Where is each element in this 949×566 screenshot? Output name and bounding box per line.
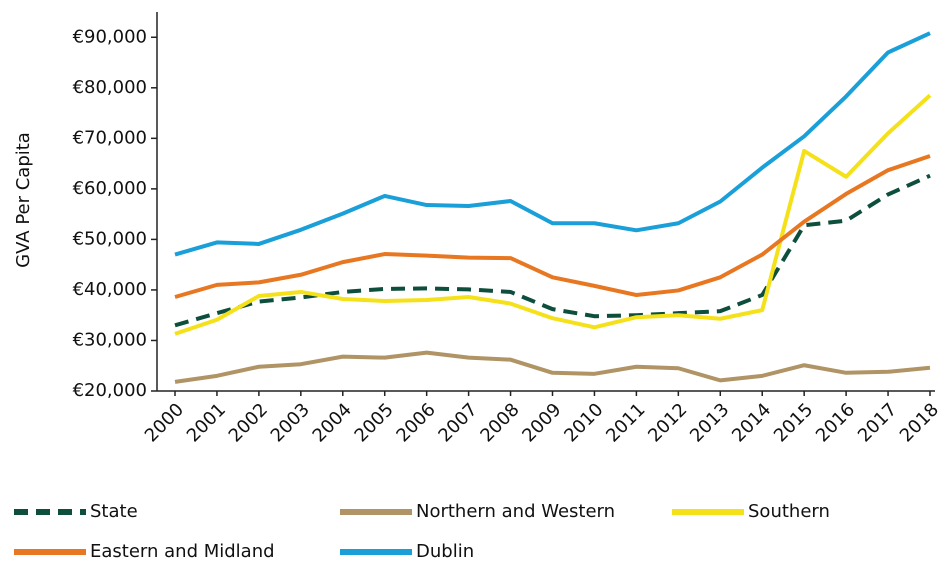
x-tick-label: 2001 [183,399,230,446]
x-tick-label: 2002 [225,399,272,446]
x-tick-label: 2004 [309,399,356,446]
x-tick-label: 2010 [560,399,607,446]
legend-label: State [90,501,138,522]
series-line [174,350,931,384]
y-tick-label: €30,000 [73,329,147,350]
y-tick-label: €40,000 [73,279,147,300]
x-tick-label: 2015 [770,399,817,446]
legend-label: Northern and Western [416,501,615,522]
x-tick-label: 2011 [602,399,649,446]
y-axis-title: GVA Per Capita [13,132,34,268]
x-tick-label: 2018 [896,399,943,446]
x-tick-label: 2003 [267,399,314,446]
x-tick-label: 2012 [644,399,691,446]
y-tick-label: €20,000 [73,380,147,401]
x-tick-label: 2014 [728,399,775,446]
y-tick-label: €50,000 [73,228,147,249]
series-line [174,173,931,328]
legend-label: Dublin [416,541,474,562]
x-tick-label: 2006 [392,399,439,446]
series-line [174,154,931,299]
y-tick-label: €70,000 [73,127,147,148]
x-tick-label: 2008 [476,399,523,446]
x-tick-label: 2000 [141,399,188,446]
y-tick-label: €60,000 [73,178,147,199]
series-line [174,31,931,257]
y-tick-label: €90,000 [73,26,147,47]
x-tick-label: 2017 [854,399,901,446]
x-tick-label: 2007 [434,399,481,446]
legend-label: Southern [748,501,830,522]
legend-label: Eastern and Midland [90,541,275,562]
series-line [174,93,932,336]
y-tick-label: €80,000 [73,77,147,98]
x-tick-label: 2005 [351,399,398,446]
x-tick-label: 2013 [686,399,733,446]
x-tick-label: 2016 [812,399,859,446]
x-tick-label: 2009 [518,399,565,446]
